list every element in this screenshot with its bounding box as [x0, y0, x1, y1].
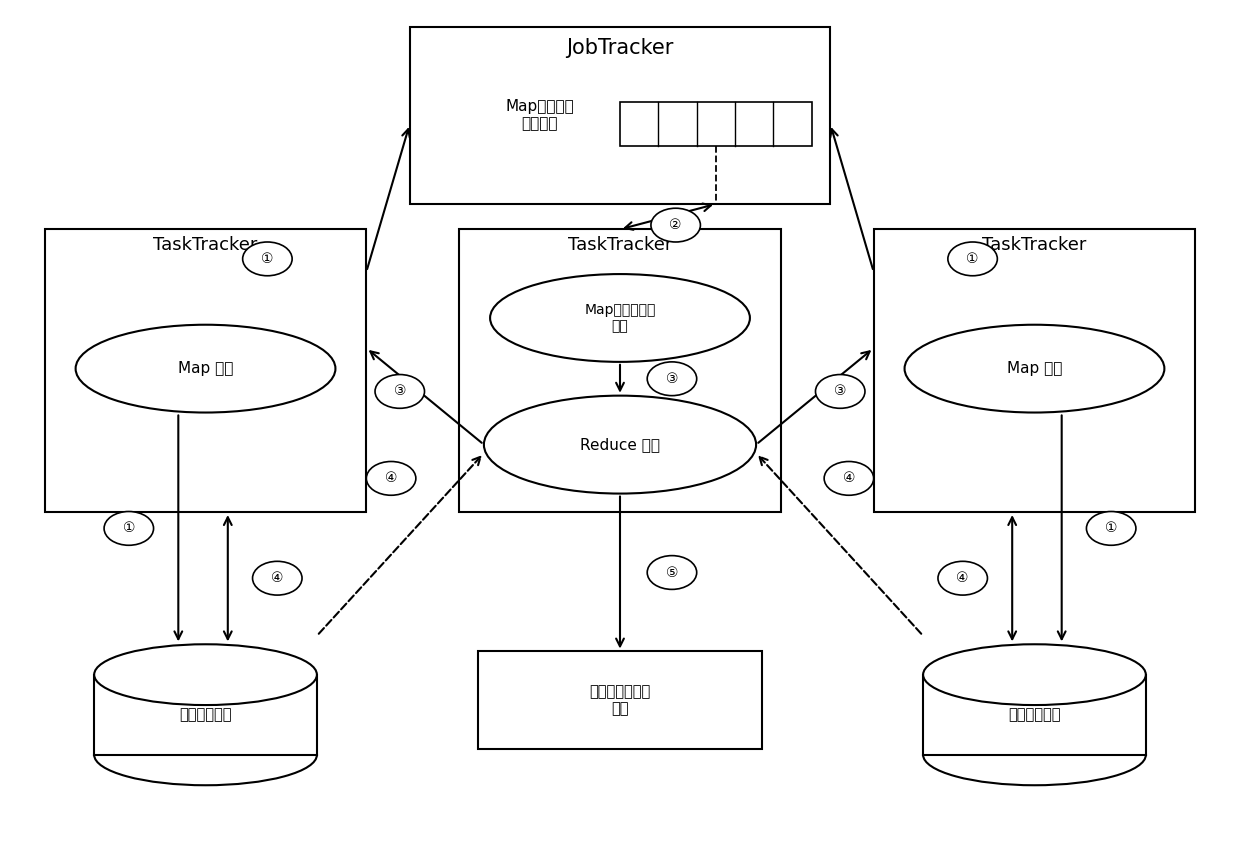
Ellipse shape: [76, 324, 336, 412]
Ellipse shape: [484, 396, 756, 494]
Text: ②: ②: [670, 219, 682, 232]
Text: Reduce 任务: Reduce 任务: [580, 437, 660, 452]
Ellipse shape: [94, 645, 317, 705]
Text: Map任务完成
信息队列: Map任务完成 信息队列: [505, 99, 574, 131]
Text: 虚拟分区元数据
汇总: 虚拟分区元数据 汇总: [589, 684, 651, 717]
Bar: [874, 230, 1195, 512]
Circle shape: [647, 556, 697, 590]
Text: ④: ④: [843, 472, 856, 485]
Bar: [923, 675, 1146, 755]
Bar: [459, 230, 781, 512]
Ellipse shape: [923, 645, 1146, 705]
Ellipse shape: [490, 274, 750, 362]
Text: ①: ①: [262, 252, 274, 266]
Bar: [477, 651, 763, 749]
Bar: [45, 230, 366, 512]
Circle shape: [374, 374, 424, 408]
Text: ④: ④: [272, 571, 284, 585]
Circle shape: [1086, 512, 1136, 545]
Circle shape: [253, 562, 303, 595]
Circle shape: [647, 362, 697, 396]
Text: ①: ①: [123, 522, 135, 535]
Bar: [94, 675, 317, 755]
Text: ④: ④: [956, 571, 968, 585]
Text: ①: ①: [966, 252, 978, 266]
Text: ③: ③: [835, 385, 847, 398]
Text: Map任务运行时
信息: Map任务运行时 信息: [584, 303, 656, 333]
Circle shape: [366, 462, 415, 495]
Text: ⑤: ⑤: [666, 566, 678, 579]
Bar: [409, 27, 831, 204]
Circle shape: [937, 562, 987, 595]
Text: Map 任务: Map 任务: [1007, 361, 1063, 376]
Ellipse shape: [904, 324, 1164, 412]
Text: 本地文件系统: 本地文件系统: [1008, 707, 1060, 722]
Bar: [620, 102, 812, 146]
Circle shape: [104, 512, 154, 545]
Text: ①: ①: [1105, 522, 1117, 535]
Text: TaskTracker: TaskTracker: [568, 235, 672, 253]
Text: TaskTracker: TaskTracker: [154, 235, 258, 253]
Text: Map 任务: Map 任务: [177, 361, 233, 376]
Text: ③: ③: [393, 385, 405, 398]
Text: TaskTracker: TaskTracker: [982, 235, 1086, 253]
Text: 本地文件系统: 本地文件系统: [180, 707, 232, 722]
Text: ③: ③: [666, 372, 678, 385]
Text: JobTracker: JobTracker: [567, 38, 673, 58]
Circle shape: [243, 242, 293, 276]
Circle shape: [947, 242, 997, 276]
Text: ④: ④: [384, 472, 397, 485]
Circle shape: [651, 208, 701, 242]
Circle shape: [816, 374, 866, 408]
Circle shape: [825, 462, 874, 495]
